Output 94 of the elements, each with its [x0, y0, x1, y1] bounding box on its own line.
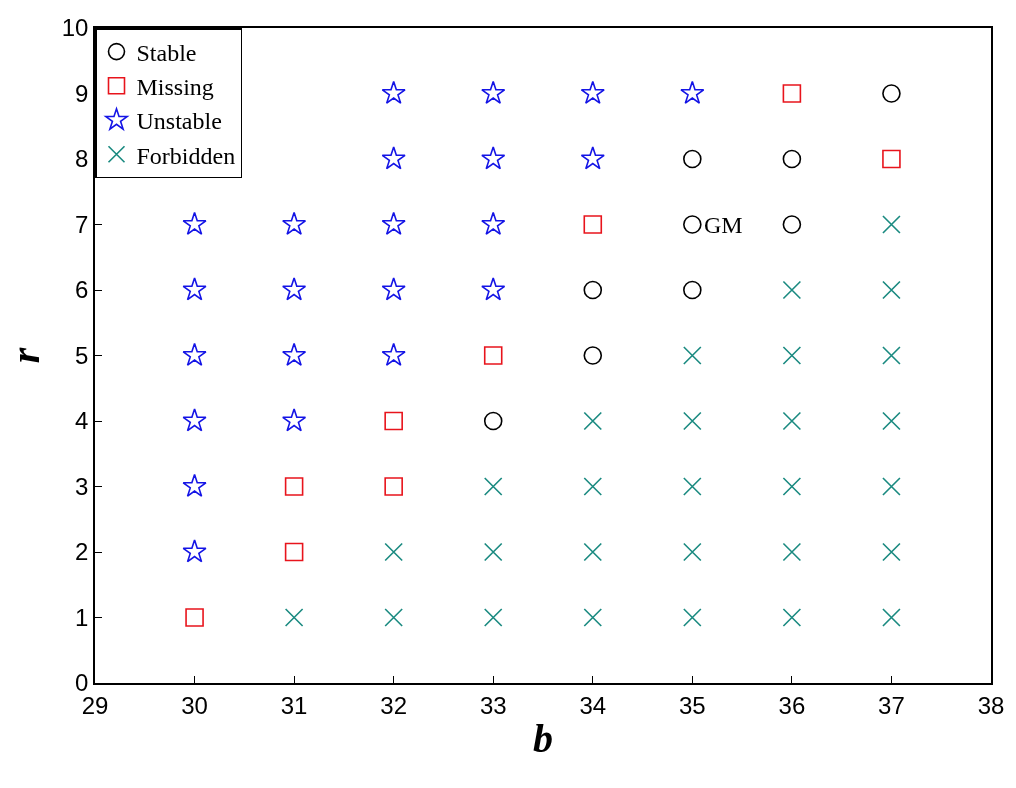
y-tick-label: 4 [75, 407, 89, 435]
point [782, 477, 802, 496]
x-tick-label: 32 [380, 691, 408, 719]
y-tick-label: 5 [75, 341, 89, 369]
point [185, 608, 204, 627]
point [683, 280, 702, 300]
point [182, 473, 207, 497]
point [782, 411, 802, 431]
point [882, 411, 901, 431]
y-tick-label: 7 [75, 210, 89, 238]
y-tick-label: 2 [75, 538, 89, 566]
point [284, 477, 304, 496]
point [782, 280, 802, 300]
point [481, 80, 506, 104]
point [384, 542, 403, 562]
point [281, 408, 307, 432]
point [882, 608, 901, 627]
point [583, 477, 603, 496]
legend-label: Stable [136, 39, 197, 66]
x-tick-label: 36 [778, 691, 806, 719]
y-tick-label: 6 [75, 276, 89, 304]
point [381, 146, 406, 170]
annotation: GM [704, 212, 743, 238]
point [583, 346, 603, 365]
point [481, 211, 506, 235]
point [882, 280, 901, 300]
point [483, 346, 503, 365]
y-tick-label: 1 [75, 603, 89, 631]
point [284, 608, 304, 627]
point [680, 80, 705, 104]
point [683, 215, 702, 234]
point [381, 342, 406, 366]
point [683, 477, 702, 496]
legend-label: Forbidden [136, 142, 236, 169]
point [580, 146, 605, 170]
y-tick-label: 10 [61, 14, 89, 42]
point [782, 215, 802, 234]
x-tick-label: 37 [878, 691, 905, 719]
point [182, 277, 207, 301]
point [281, 211, 307, 235]
point [182, 408, 207, 432]
point [882, 215, 901, 234]
point [882, 84, 901, 103]
point [782, 542, 802, 562]
point [483, 608, 503, 627]
point [483, 411, 503, 431]
point [683, 608, 702, 627]
point [683, 542, 702, 562]
point [281, 342, 307, 366]
point [782, 346, 802, 365]
y-tick-label: 3 [75, 472, 89, 500]
point [683, 149, 702, 169]
point [481, 277, 506, 301]
x-axis-title: b [533, 715, 553, 761]
point [882, 542, 901, 562]
point [882, 346, 901, 365]
x-tick-label: 38 [977, 691, 1005, 719]
point [683, 346, 702, 365]
point [384, 477, 403, 496]
point [583, 411, 603, 431]
legend-label: Unstable [136, 108, 222, 135]
point [782, 84, 802, 103]
point [284, 542, 304, 562]
point [182, 539, 207, 563]
point [384, 411, 403, 431]
point [782, 608, 802, 627]
point [281, 277, 307, 301]
point [683, 411, 702, 431]
point [782, 149, 802, 169]
point [583, 542, 603, 562]
y-tick-label: 8 [75, 145, 89, 173]
point [483, 542, 503, 562]
point [583, 215, 603, 234]
x-tick-label: 34 [579, 691, 607, 719]
point [583, 608, 603, 627]
point [580, 80, 605, 104]
point [882, 149, 901, 169]
y-axis-title: r [2, 347, 48, 364]
point [583, 280, 603, 300]
point [384, 608, 403, 627]
point [381, 211, 406, 235]
point [481, 146, 506, 170]
y-tick-label: 9 [75, 79, 89, 107]
legend-label: Missing [136, 74, 214, 101]
point [182, 342, 207, 366]
x-tick-label: 30 [181, 691, 208, 719]
point [381, 80, 406, 104]
point [882, 477, 901, 496]
point [381, 277, 406, 301]
x-tick-label: 31 [280, 691, 308, 719]
x-tick-label: 33 [479, 691, 507, 719]
point [182, 211, 207, 235]
point [483, 477, 503, 496]
x-tick-label: 35 [678, 691, 706, 719]
